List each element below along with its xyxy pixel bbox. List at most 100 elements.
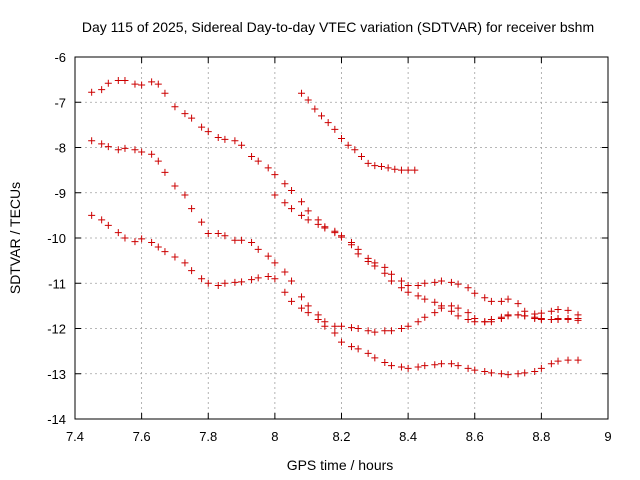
data-point xyxy=(221,232,229,240)
data-point xyxy=(464,364,472,372)
data-point xyxy=(381,327,389,335)
data-point xyxy=(537,315,545,323)
data-point xyxy=(347,343,355,351)
data-point xyxy=(357,153,365,161)
data-point xyxy=(381,263,389,271)
data-point xyxy=(161,89,169,97)
data-point xyxy=(471,289,479,297)
data-point xyxy=(371,354,379,362)
data-point xyxy=(114,146,122,154)
y-tick-label: -6 xyxy=(54,50,66,65)
data-point xyxy=(88,211,96,219)
data-point xyxy=(521,312,529,320)
data-point xyxy=(554,315,562,323)
series-track-b xyxy=(88,137,582,336)
data-point xyxy=(454,362,462,370)
data-point xyxy=(414,282,422,290)
data-point xyxy=(547,307,555,315)
data-point xyxy=(161,248,169,256)
data-point xyxy=(521,369,529,377)
data-point xyxy=(181,259,189,267)
data-point xyxy=(397,277,405,285)
data-point xyxy=(537,364,545,372)
y-tick-label: -8 xyxy=(54,141,66,156)
data-point xyxy=(338,322,345,330)
series-track-a xyxy=(88,77,582,319)
data-point xyxy=(281,268,289,276)
data-point xyxy=(497,313,505,321)
data-point xyxy=(114,229,122,237)
data-point xyxy=(248,276,256,284)
data-point xyxy=(148,239,156,247)
data-point xyxy=(397,166,405,174)
data-point xyxy=(204,279,212,287)
data-point xyxy=(547,360,555,368)
x-tick-label: 8 xyxy=(271,429,278,444)
data-point xyxy=(238,278,246,286)
data-point xyxy=(171,182,179,190)
data-point xyxy=(437,302,445,310)
data-point xyxy=(131,80,139,88)
data-point xyxy=(231,137,239,145)
data-point xyxy=(254,274,262,282)
data-point xyxy=(354,250,362,258)
data-point xyxy=(454,280,462,288)
data-point xyxy=(381,269,389,277)
data-point xyxy=(431,361,439,369)
data-point xyxy=(271,275,279,283)
data-point xyxy=(321,224,329,232)
data-point xyxy=(288,205,296,213)
x-tick-label: 8.6 xyxy=(466,429,484,444)
data-point xyxy=(404,166,412,174)
data-point xyxy=(454,312,462,320)
data-point xyxy=(264,164,272,172)
data-point xyxy=(421,295,429,303)
chart-title: Day 115 of 2025, Sidereal Day-to-day VTE… xyxy=(82,19,594,35)
data-point xyxy=(138,148,146,156)
data-point xyxy=(314,220,322,228)
data-point xyxy=(288,277,296,285)
data-point xyxy=(464,315,472,323)
data-point xyxy=(347,241,355,249)
data-point xyxy=(391,165,399,173)
data-point xyxy=(414,363,422,371)
data-point xyxy=(131,238,139,246)
data-point xyxy=(338,338,345,346)
data-point xyxy=(371,262,379,270)
data-point xyxy=(171,253,179,261)
data-point xyxy=(354,325,362,332)
data-point xyxy=(421,362,429,370)
data-point xyxy=(437,277,445,285)
data-point xyxy=(238,236,246,244)
data-point xyxy=(338,233,345,241)
data-point xyxy=(514,311,522,319)
data-point xyxy=(454,304,462,312)
data-point xyxy=(104,79,112,87)
data-point xyxy=(564,315,572,323)
data-point xyxy=(188,205,196,213)
data-point xyxy=(504,371,512,379)
data-point xyxy=(514,370,522,378)
data-point xyxy=(411,166,419,174)
data-point xyxy=(171,103,179,111)
tick-labels: 7.4 7.6 7.8 8 8.2 8.4 8.6 8.8 9 -14 -13 -12 -11 -10 -9… xyxy=(47,50,611,444)
data-point xyxy=(397,284,405,292)
data-point xyxy=(238,141,246,149)
data-point xyxy=(377,163,385,171)
data-point xyxy=(514,300,522,308)
y-tick-label: -14 xyxy=(47,412,66,427)
x-tick-label: 7.8 xyxy=(199,429,217,444)
data-point xyxy=(574,316,582,324)
data-point xyxy=(148,150,156,158)
data-point xyxy=(564,306,572,314)
data-point xyxy=(574,356,582,364)
y-tick-label: -11 xyxy=(48,276,66,291)
data-point xyxy=(344,141,352,149)
data-point xyxy=(298,211,306,219)
data-point xyxy=(481,367,489,375)
data-point xyxy=(371,162,379,170)
data-point xyxy=(298,304,306,312)
data-point xyxy=(404,322,412,330)
data-point xyxy=(188,267,196,275)
data-point xyxy=(214,134,222,142)
